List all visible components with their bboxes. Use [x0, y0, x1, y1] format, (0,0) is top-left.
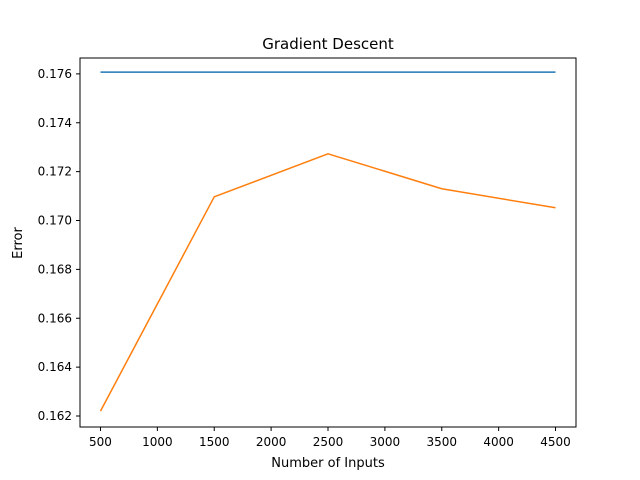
y-tick-label: 0.162	[38, 409, 72, 423]
chart-title: Gradient Descent	[262, 35, 394, 53]
y-tick-label: 0.172	[38, 165, 72, 179]
x-tick-label: 4000	[483, 435, 514, 449]
y-tick-label: 0.166	[38, 311, 72, 325]
y-tick-label: 0.176	[38, 67, 72, 81]
series-line-2	[99, 153, 556, 412]
y-axis-label: Error	[11, 227, 26, 259]
x-tick-label: 1000	[142, 435, 173, 449]
y-axis-ticks: 0.162 0.164 0.166 0.168 0.170 0.172 0.174 0.176	[38, 67, 80, 423]
x-tick-label: 3500	[426, 435, 457, 449]
plot-area	[80, 58, 576, 427]
x-axis-ticks: 500 1000 1500 2000 2500 3000 3500 4000 4500	[89, 427, 571, 449]
x-tick-label: 2500	[313, 435, 344, 449]
x-tick-label: 1500	[199, 435, 230, 449]
y-tick-label: 0.174	[38, 116, 72, 130]
series-layer	[99, 71, 556, 412]
x-tick-label: 4500	[540, 435, 571, 449]
x-axis-label: Number of Inputs	[271, 456, 385, 471]
x-tick-label: 500	[89, 435, 112, 449]
y-tick-label: 0.168	[38, 262, 72, 276]
y-tick-label: 0.170	[38, 214, 72, 228]
x-tick-label: 2000	[256, 435, 287, 449]
x-tick-label: 3000	[370, 435, 401, 449]
y-tick-label: 0.164	[38, 360, 72, 374]
